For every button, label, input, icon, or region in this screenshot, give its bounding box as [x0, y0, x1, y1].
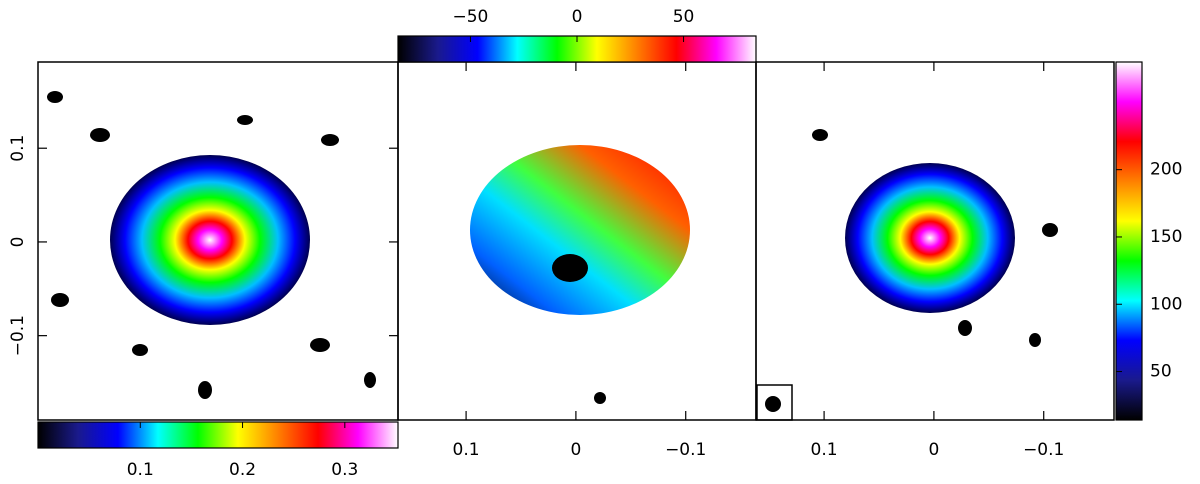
colorbar-tick-label: 0.3 — [331, 460, 358, 480]
colorbar-tick-label: 100 — [1150, 294, 1182, 314]
x-tick-label: 0.1 — [811, 440, 838, 460]
colorbar-tick-label: 200 — [1150, 160, 1182, 180]
colorbar-tick-label: 0 — [572, 7, 583, 27]
noise-spots — [47, 91, 1058, 404]
emission — [470, 145, 690, 315]
colorbar-tick-label: 0.2 — [229, 460, 256, 480]
x-tick-label: 0 — [570, 440, 581, 460]
colorbar-tick-label: 50 — [673, 7, 695, 27]
beam — [765, 396, 781, 412]
x-tick-label: −0.1 — [1023, 440, 1064, 460]
colorbar-tick-label: 50 — [1150, 362, 1172, 382]
x-tick-label: 0 — [928, 440, 939, 460]
emission — [845, 163, 1015, 313]
y-tick-label: 0 — [8, 237, 28, 248]
y-tick-label: 0.1 — [8, 135, 28, 162]
colorbar-tick-label: 150 — [1150, 227, 1182, 247]
x-tick-label: 0.1 — [453, 440, 480, 460]
panel-frame — [755, 61, 1115, 421]
colorbar — [37, 421, 399, 449]
image-content — [47, 91, 1058, 421]
colorbar-tick-label: 0.1 — [127, 460, 154, 480]
colorbar-tick-label: −50 — [453, 7, 489, 27]
emission — [110, 155, 310, 325]
y-tick-label: −0.1 — [8, 315, 28, 356]
colorbar — [1115, 61, 1143, 421]
x-tick-label: −0.1 — [665, 440, 706, 460]
